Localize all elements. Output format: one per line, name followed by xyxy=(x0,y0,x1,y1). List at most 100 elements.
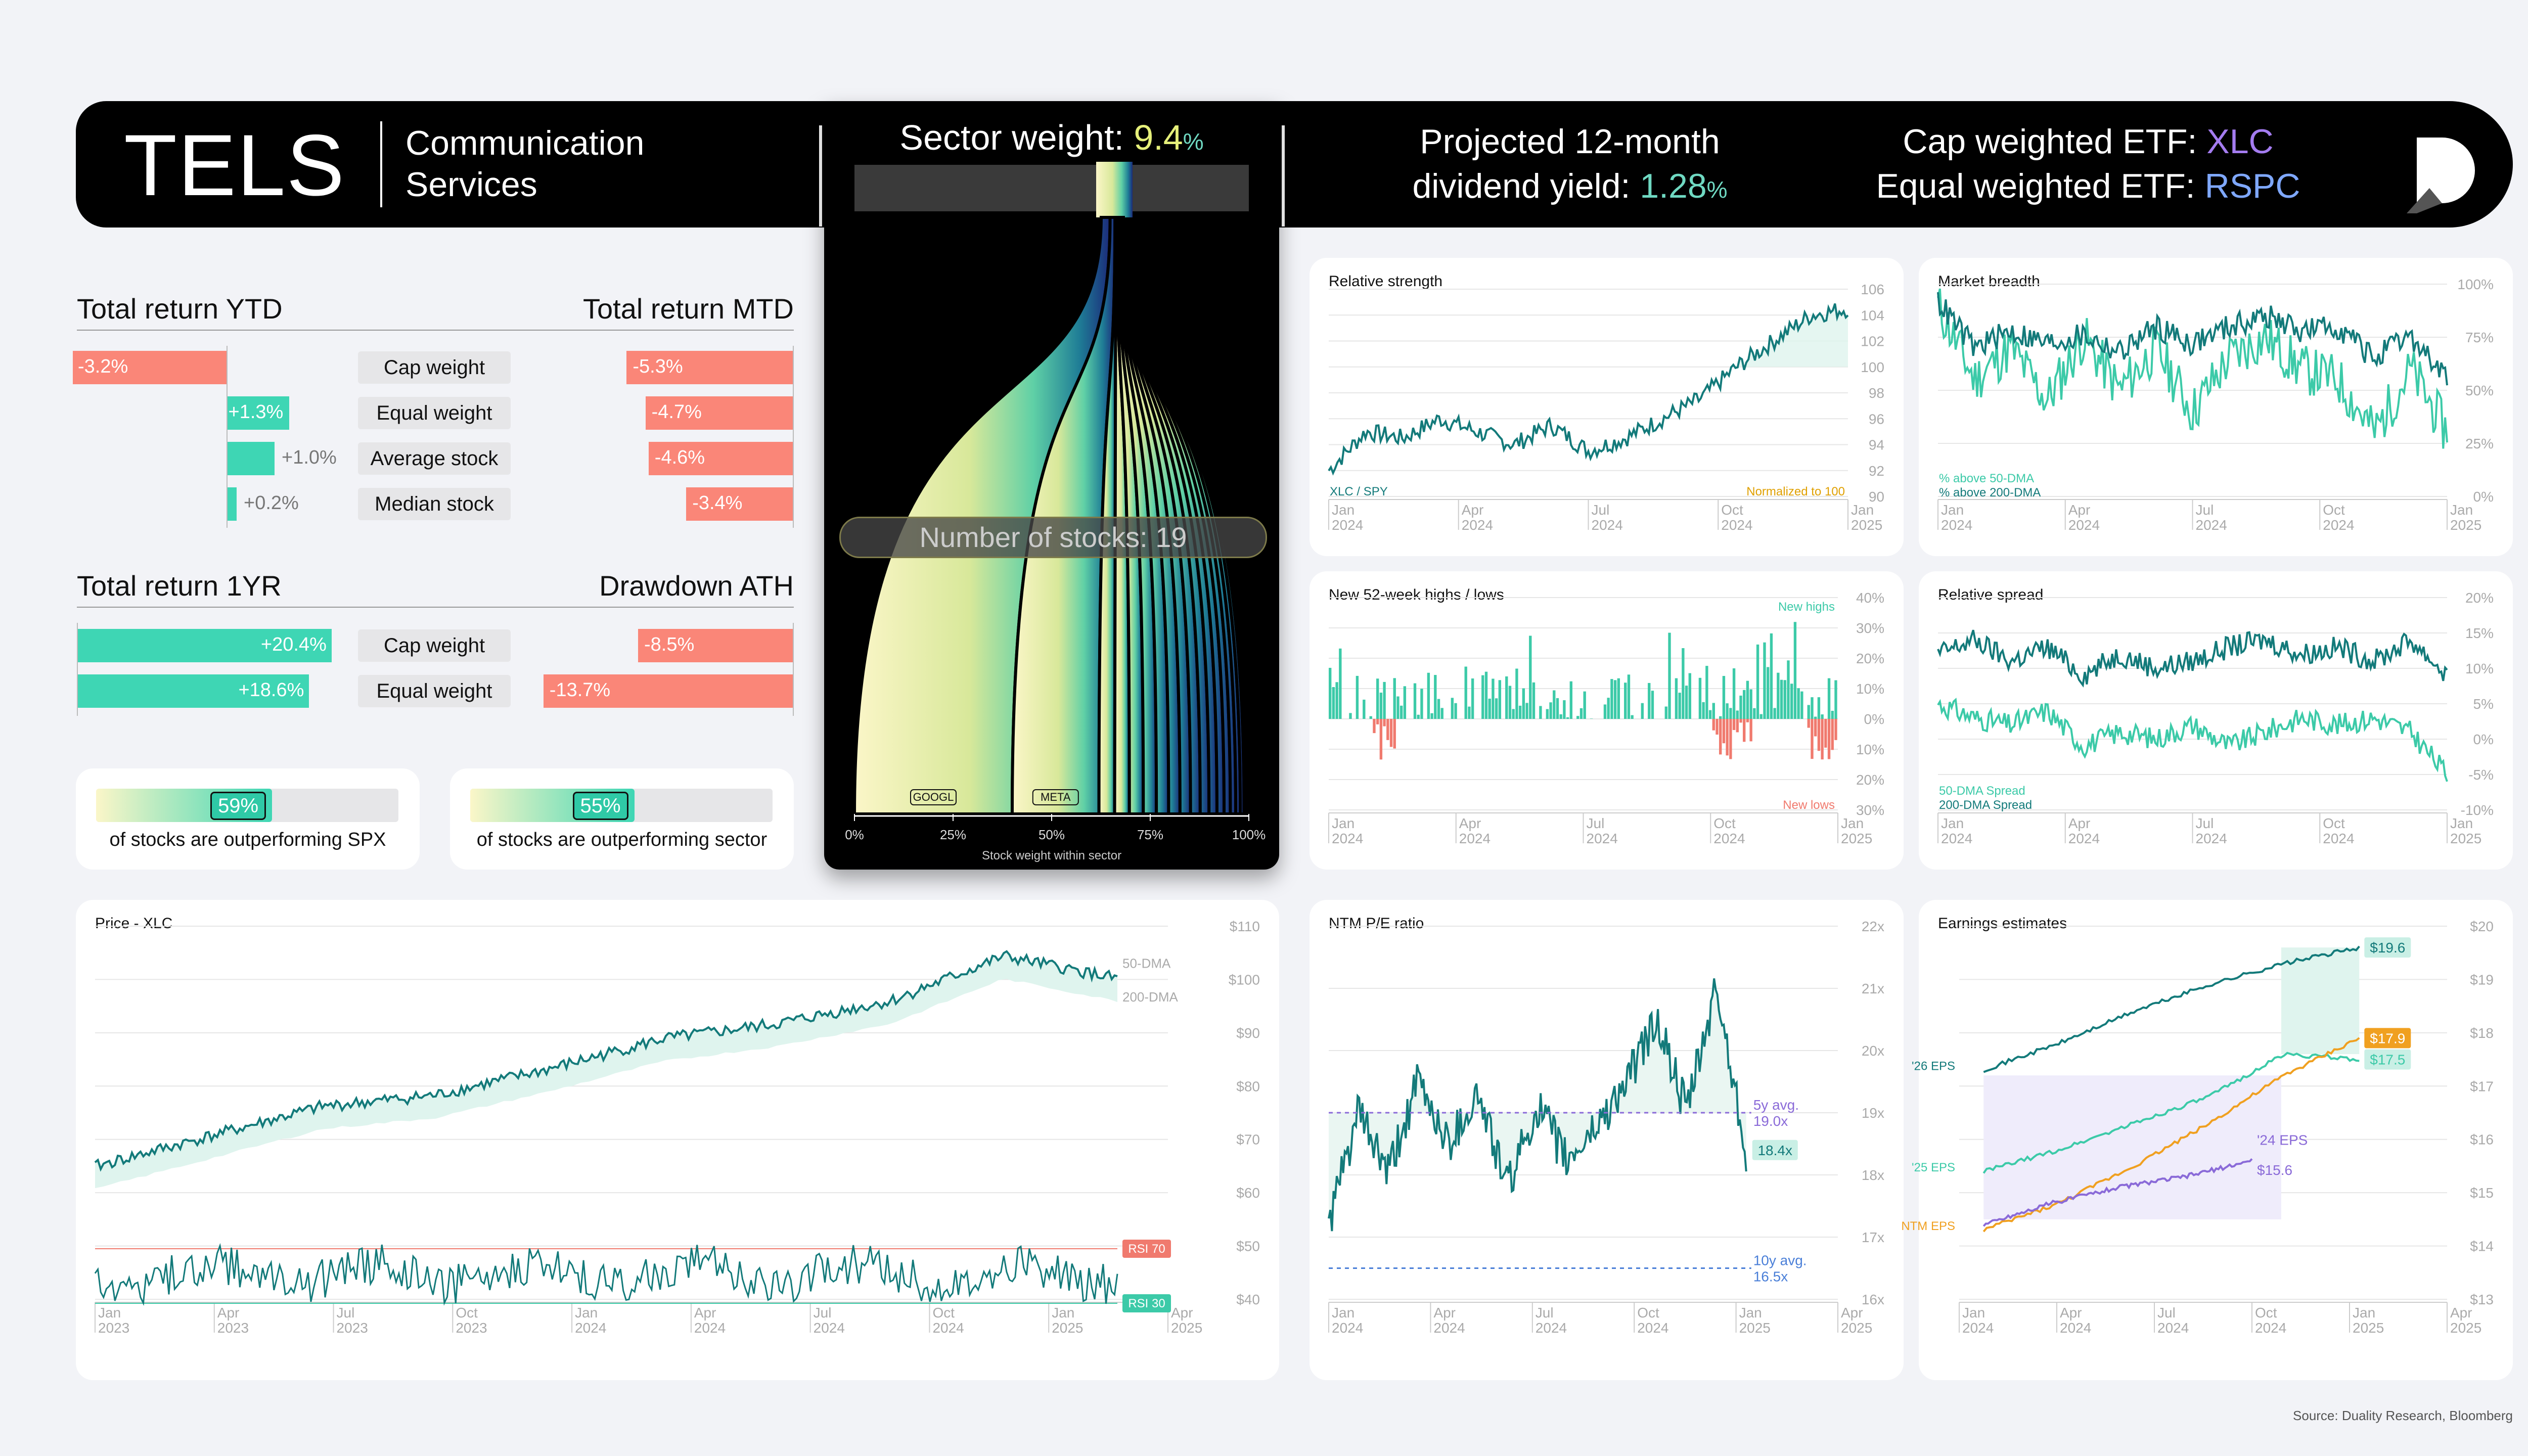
ytick: $100 xyxy=(1229,972,1260,987)
xtick-year: 2025 xyxy=(2450,1320,2481,1336)
spread-line xyxy=(1937,698,2448,782)
legend-label: 50-DMA Spread xyxy=(1939,784,2025,798)
xtick-year: 2024 xyxy=(2323,517,2354,533)
new-high-bar xyxy=(1451,698,1454,719)
eps-end-box xyxy=(2364,1049,2411,1070)
relative-spread-card xyxy=(1919,571,2513,870)
ytd-value: +1.3% xyxy=(228,401,284,423)
ytd-bar xyxy=(227,442,275,475)
xtick-month: Jan xyxy=(2353,1305,2375,1321)
new-low-bar xyxy=(1719,719,1722,755)
ytick: 30% xyxy=(1856,620,1884,636)
new-high-bar xyxy=(1349,713,1352,719)
new-high-bar xyxy=(1400,705,1403,719)
pe-current-value: 18.4x xyxy=(1757,1143,1792,1158)
new-high-bar xyxy=(1756,644,1759,719)
new-high-bar xyxy=(1403,686,1407,719)
header-divider xyxy=(380,121,382,207)
ytick: 20% xyxy=(1856,651,1884,666)
new-high-bar xyxy=(1770,633,1773,719)
eq-etf-label: Equal weighted ETF: xyxy=(1876,167,2195,205)
cap-etf[interactable]: XLC xyxy=(2206,122,2274,161)
xtick-month: Apr xyxy=(1462,502,1484,518)
breadth-line xyxy=(1937,288,2448,449)
new-high-bar xyxy=(1834,680,1837,719)
rsi-label: RSI 30 xyxy=(1128,1297,1165,1310)
new-high-bar xyxy=(1420,689,1423,719)
new-low-bar xyxy=(1732,719,1736,731)
new-high-bar xyxy=(1827,678,1831,719)
new-low-bar xyxy=(1807,719,1810,728)
chart-title: NTM P/E ratio xyxy=(1329,915,1424,932)
xtick-month: Apr xyxy=(1171,1305,1193,1321)
chart-title: Price - XLC xyxy=(95,915,172,932)
new-low-bar xyxy=(1821,719,1824,760)
1yr-bar xyxy=(77,674,309,708)
dividend-label: dividend yield: xyxy=(1412,167,1631,205)
ytick: 106 xyxy=(1861,282,1884,297)
new-high-bar xyxy=(1777,672,1780,719)
new-high-bar xyxy=(1495,698,1498,719)
ytd-axis xyxy=(227,346,228,528)
eps-end-value: $17.9 xyxy=(2370,1030,2405,1046)
xtick-month: Apr xyxy=(2068,815,2091,831)
header-divider xyxy=(819,125,822,226)
new-high-bar xyxy=(1417,714,1420,719)
xtick-year: 2024 xyxy=(1637,1320,1668,1336)
1yr-value: +18.6% xyxy=(238,679,304,701)
new-high-bar xyxy=(1753,708,1756,719)
new-high-bar xyxy=(1339,648,1342,719)
ytick: $90 xyxy=(1236,1025,1260,1041)
new-high-bar xyxy=(1356,675,1359,719)
new-high-bar xyxy=(1702,702,1705,719)
ytick: $13 xyxy=(2470,1292,2494,1307)
new-high-bar xyxy=(1508,686,1512,719)
xtick-month: Apr xyxy=(2068,502,2091,518)
mtd-bar xyxy=(645,396,793,430)
chart-title: New 52-week highs / lows xyxy=(1329,586,1504,603)
new-high-bar xyxy=(1739,695,1742,719)
new-high-bar xyxy=(1556,698,1559,719)
eps-line xyxy=(1982,1037,2360,1233)
1yr-value: +20.4% xyxy=(260,634,327,655)
new-highs-lows-chart: New 52-week highs / lows 40% 30% 20% 10% 0% 10… xyxy=(1328,586,1884,846)
new-high-bar xyxy=(1814,716,1817,719)
new-high-bar xyxy=(1651,691,1654,719)
xtick-month: Apr xyxy=(694,1305,716,1321)
xtick-month: Jul xyxy=(2157,1305,2176,1321)
ytick: 102 xyxy=(1861,334,1884,349)
xtick-month: Jul xyxy=(2196,502,2214,518)
new-high-bar xyxy=(1759,714,1763,719)
xtick-month: Jul xyxy=(1587,815,1605,831)
stock-xtick: 0% xyxy=(845,827,864,842)
new-high-bar xyxy=(1569,681,1573,719)
xtick-year: 2023 xyxy=(217,1320,249,1336)
new-high-bar xyxy=(1790,684,1793,719)
rsi-line xyxy=(94,1243,1118,1306)
new-high-bar xyxy=(1613,680,1617,719)
new-high-bar xyxy=(1430,713,1433,719)
xtick-year: 2024 xyxy=(2196,517,2227,533)
xtick-year: 2024 xyxy=(1962,1320,1994,1336)
mtd-value: -4.6% xyxy=(654,447,705,468)
new-high-bar xyxy=(1648,682,1651,719)
ytick: $18 xyxy=(2470,1025,2494,1041)
eps-end-value: $15.6 xyxy=(2257,1162,2292,1178)
dividend-value: 1.28 xyxy=(1640,167,1707,205)
new-low-bar xyxy=(1739,719,1742,723)
new-high-bar xyxy=(1522,688,1525,719)
mtd-bar xyxy=(648,442,793,475)
ytick: 96 xyxy=(1869,411,1884,427)
stock-label: META xyxy=(1041,791,1071,803)
eq-etf[interactable]: RSPC xyxy=(2204,167,2300,205)
sector-weight-label: Sector weight: xyxy=(899,118,1124,157)
pe-10y-label: 10y avg. xyxy=(1753,1253,1807,1268)
new-high-bar xyxy=(1705,666,1708,719)
new-high-bar xyxy=(1610,679,1613,719)
eps-end-box xyxy=(2364,937,2411,958)
new-low-bar xyxy=(1722,719,1726,744)
new-high-bar xyxy=(1675,678,1678,719)
ytick: 40% xyxy=(1856,590,1884,606)
new-high-bar xyxy=(1780,679,1783,719)
stock-count-pill: Number of stocks: 19 xyxy=(839,517,1267,558)
